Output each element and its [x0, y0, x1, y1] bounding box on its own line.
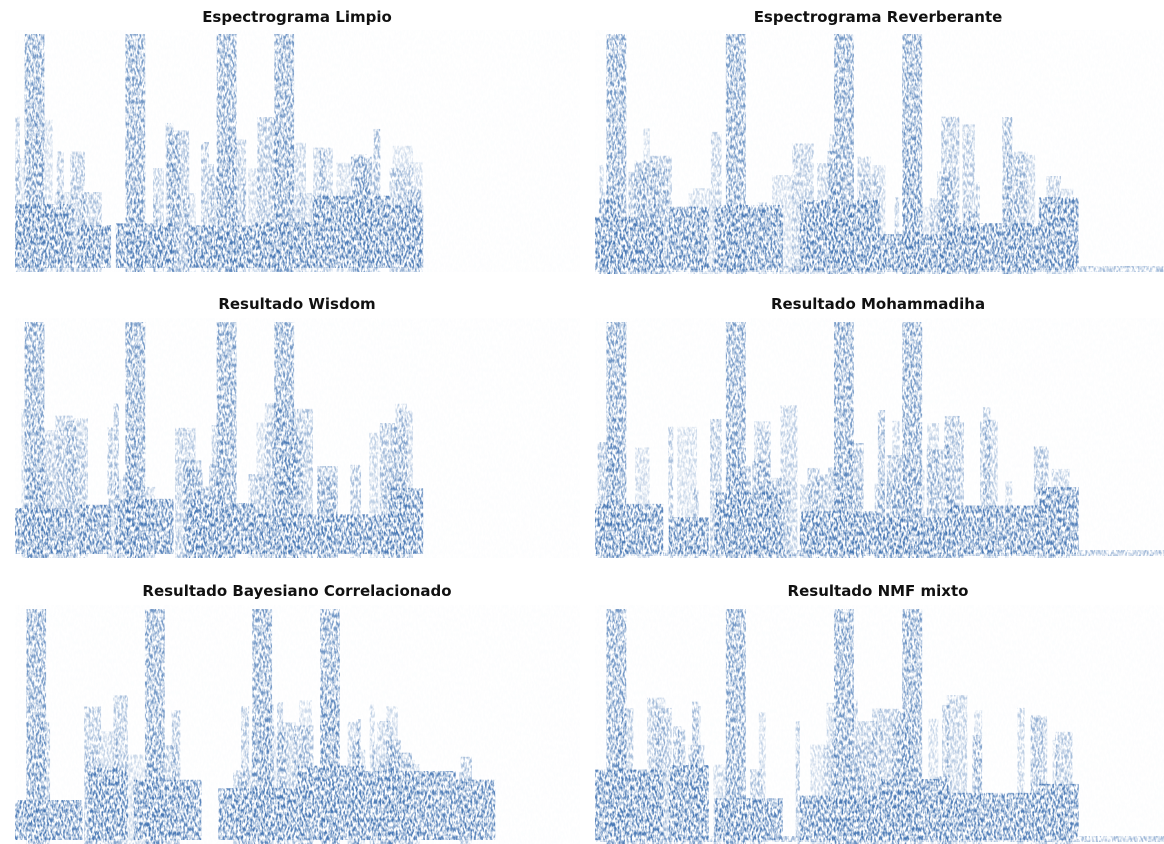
- spectrogram-texture: [116, 223, 174, 268]
- spectrogram-texture: [365, 771, 455, 840]
- panel-title: Resultado NMF mixto: [788, 582, 969, 600]
- spectrogram-texture: [1039, 784, 1079, 840]
- spectrogram-texture: [595, 836, 1164, 842]
- panel-title: Espectrograma Limpio: [202, 8, 392, 26]
- spectrogram-texture: [390, 488, 424, 554]
- spectrogram-texture: [15, 204, 73, 268]
- spectrogram: [595, 30, 1164, 274]
- spectrogram-texture: [313, 514, 390, 554]
- panel-title: Resultado Bayesiano Correlacionado: [142, 582, 451, 600]
- spectrogram-texture: [188, 225, 255, 268]
- panel-title: Resultado Mohammadiha: [771, 295, 985, 313]
- spectrogram-texture: [880, 779, 948, 840]
- spectrogram-texture: [313, 196, 390, 268]
- figure: Espectrograma Limpio Espectrograma Rever…: [0, 0, 1164, 844]
- spectrogram-texture: [218, 788, 297, 840]
- spectrogram-texture: [77, 505, 111, 554]
- spectrogram-texture: [456, 780, 496, 840]
- spectrogram-texture: [298, 766, 366, 840]
- page: Espectrograma Limpio Espectrograma Rever…: [0, 0, 1164, 844]
- panel-title: Espectrograma Reverberante: [754, 8, 1003, 26]
- spectrogram-texture: [669, 517, 709, 554]
- spectrogram-texture: [796, 721, 800, 844]
- spectrogram-texture: [88, 768, 128, 840]
- spectrogram-texture: [390, 206, 424, 268]
- spectrogram-texture: [800, 796, 880, 840]
- spectrogram-texture: [800, 200, 880, 270]
- spectrogram-texture: [669, 765, 709, 840]
- spectrogram-texture: [255, 222, 313, 268]
- spectrogram-texture: [116, 499, 174, 554]
- spectrogram: [595, 605, 1164, 844]
- spectrogram-texture: [948, 223, 1039, 270]
- spectrogram-texture: [77, 225, 111, 268]
- spectrogram-texture: [714, 798, 782, 840]
- spectrogram-texture: [255, 514, 313, 554]
- spectrogram: [15, 605, 580, 844]
- spectrogram-texture: [714, 205, 782, 270]
- spectrogram-texture: [800, 511, 880, 554]
- spectrogram-texture: [781, 405, 798, 558]
- panel-title: Resultado Wisdom: [218, 295, 375, 313]
- spectrogram-texture: [595, 770, 663, 840]
- spectrogram-texture: [595, 550, 1164, 556]
- spectrogram-texture: [948, 793, 1039, 840]
- spectrogram-texture: [595, 217, 663, 270]
- spectrogram: [595, 318, 1164, 558]
- spectrogram-texture: [880, 234, 948, 270]
- spectrogram-texture: [595, 504, 663, 554]
- spectrogram-texture: [134, 780, 202, 840]
- spectrogram-texture: [1039, 487, 1079, 554]
- spectrogram-texture: [188, 503, 255, 554]
- spectrogram-texture: [880, 517, 948, 554]
- spectrogram-texture: [669, 207, 709, 270]
- spectrogram: [15, 318, 580, 558]
- spectrogram-texture: [714, 492, 782, 554]
- spectrogram-texture: [948, 506, 1039, 554]
- spectrogram: [15, 30, 580, 272]
- spectrogram-texture: [15, 800, 83, 840]
- spectrogram-texture: [595, 266, 1164, 272]
- spectrogram-texture: [1039, 197, 1079, 270]
- spectrogram-texture: [15, 508, 73, 554]
